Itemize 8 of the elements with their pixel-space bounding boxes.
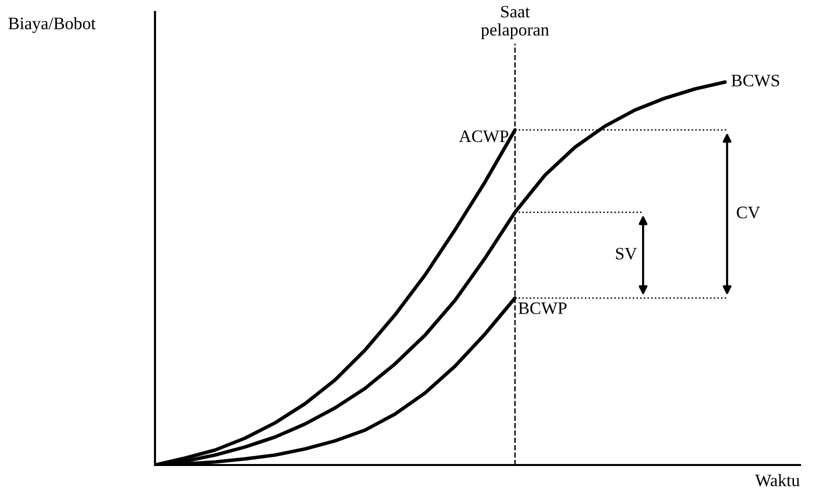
text: Saat pelaporan [481,6,549,40]
series-label: BCWS [732,74,780,87]
annotation: SV [616,248,637,260]
y-axis-title: Biaya/Bobot [8,17,96,33]
series-label: ACWP [459,130,508,142]
series-label: BCWP [518,302,567,314]
x-axis-title: Waktu [755,474,800,486]
annotation: CV [736,206,760,218]
